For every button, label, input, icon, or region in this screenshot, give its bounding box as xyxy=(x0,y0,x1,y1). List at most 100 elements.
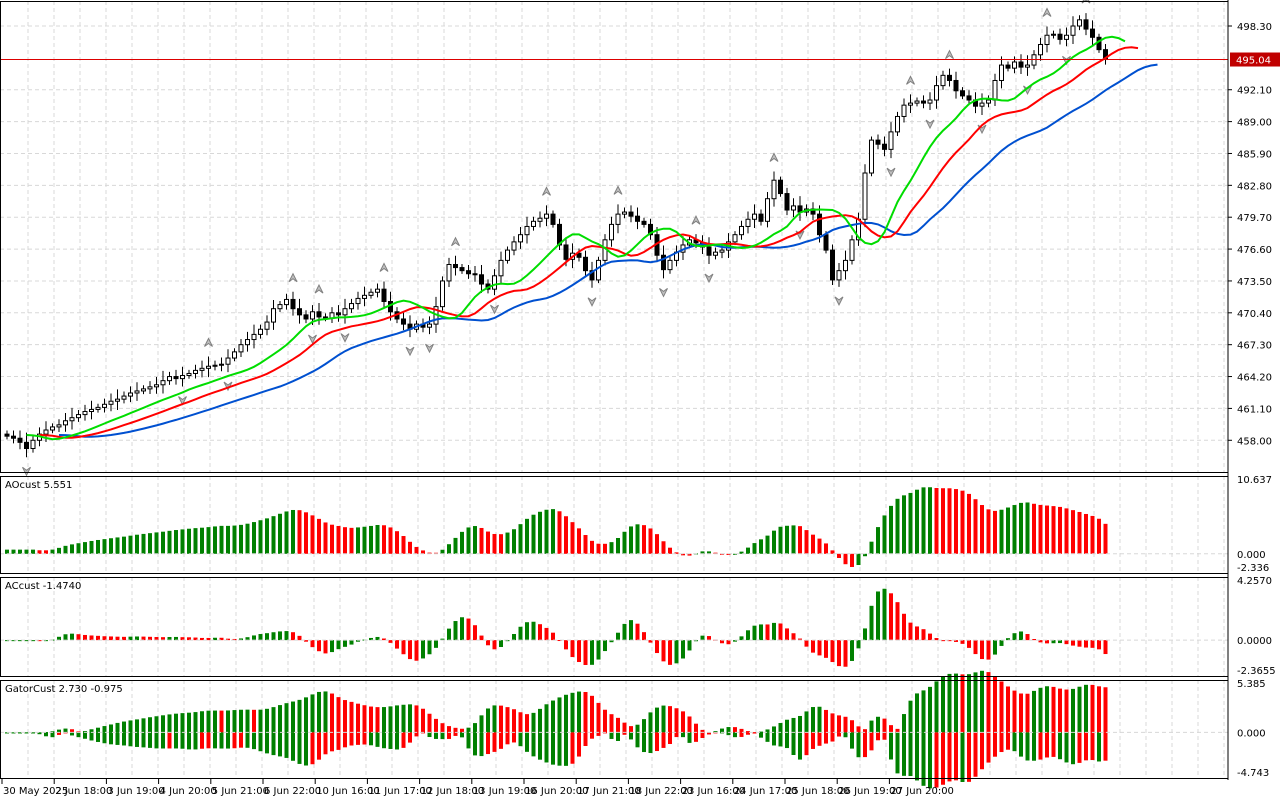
time-axis-label: 5 Jun 21:00 xyxy=(212,786,269,797)
candle-bullish xyxy=(128,392,133,397)
candle-bullish xyxy=(63,420,68,426)
gator-upper-bar xyxy=(960,674,965,733)
gator-upper-bar xyxy=(765,729,770,733)
ac-bar xyxy=(297,635,302,641)
ao-bar xyxy=(1058,506,1062,554)
gator-lower-bar xyxy=(629,732,633,740)
indicator-axis-label: -2.3655 xyxy=(1237,666,1276,677)
gator-lower-bar xyxy=(993,732,997,757)
ao-bar xyxy=(668,547,672,554)
time-axis-label: 23 Jun 16:00 xyxy=(682,786,746,797)
time-axis-label: 10 Jun 16:00 xyxy=(316,786,380,797)
candle-bullish xyxy=(167,376,172,382)
ao-bar xyxy=(128,535,133,554)
time-axis-label: 13 Jun 19:00 xyxy=(473,786,537,797)
candle-bullish xyxy=(1025,64,1030,68)
candle-bullish xyxy=(895,115,900,133)
ac-bar xyxy=(492,640,497,650)
gator-lower-bar xyxy=(1051,732,1056,757)
fractal-down-arrow-icon xyxy=(659,288,668,298)
candle-bullish xyxy=(732,234,738,243)
ao-bar xyxy=(882,515,887,554)
candle-bearish xyxy=(11,435,16,439)
gator-lower-bar xyxy=(798,732,802,760)
gator-lower-bar xyxy=(694,732,698,742)
gator-upper-bar xyxy=(297,699,302,733)
gator-upper-bar xyxy=(408,704,412,733)
fractal-up-arrow-icon xyxy=(204,337,213,347)
ao-bar xyxy=(739,551,744,554)
fractal-up-arrow-icon xyxy=(945,49,954,60)
gator-lower-bar xyxy=(1097,732,1101,762)
candle-bullish xyxy=(524,225,530,236)
gator-lower-bar xyxy=(570,732,575,764)
ac-bar xyxy=(765,624,770,641)
ao-bar xyxy=(388,527,393,554)
time-axis-label: 26 Jun 19:00 xyxy=(838,786,902,797)
ao-bar xyxy=(544,509,549,554)
candle-bearish xyxy=(453,263,458,269)
gator-upper-bar xyxy=(76,731,81,733)
ao-bar xyxy=(785,525,789,554)
candle-bullish xyxy=(76,414,81,419)
candle-bullish xyxy=(284,298,289,306)
ac-bar xyxy=(915,626,919,641)
ao-bar xyxy=(96,539,100,554)
gator-lower-bar xyxy=(89,732,94,741)
ao-bar xyxy=(310,515,315,554)
gator-lower-bar xyxy=(700,732,705,738)
gator-lower-bar xyxy=(200,732,204,749)
gator-upper-bar xyxy=(577,691,581,733)
ac-bar xyxy=(304,640,308,642)
ao-bar xyxy=(343,527,347,554)
price-axis-label: 470.40 xyxy=(1237,309,1272,320)
ac-bar xyxy=(57,636,61,641)
gator-upper-bar xyxy=(115,722,120,733)
gator-lower-bar xyxy=(349,732,354,746)
ac-bar xyxy=(739,636,744,641)
gator-lower-bar xyxy=(616,732,620,741)
gator-lower-bar xyxy=(434,732,438,739)
panel-frame xyxy=(0,1,1229,473)
ac-bar xyxy=(856,640,861,649)
ac-bar xyxy=(525,622,529,641)
time-axis-label: 17 Jun 21:00 xyxy=(577,786,641,797)
ac-bar xyxy=(460,617,464,641)
ac-bar xyxy=(869,605,874,641)
candle-bullish xyxy=(596,259,601,281)
ac-bar xyxy=(167,637,172,641)
indicator-title: GatorCust 2.730 -0.975 xyxy=(5,684,123,695)
gator-lower-bar xyxy=(83,732,87,739)
ao-bar xyxy=(538,511,542,554)
ao-bar xyxy=(180,529,185,554)
gator-lower-bar xyxy=(161,732,165,749)
ac-bar xyxy=(661,640,666,662)
gator-lower-bar xyxy=(954,732,958,781)
gator-lower-bar xyxy=(213,732,217,749)
ao-bar xyxy=(401,536,406,554)
time-axis-label: 24 Jun 17:00 xyxy=(734,786,798,797)
fractal-up-arrow-icon xyxy=(906,75,915,85)
gator-upper-bar xyxy=(661,705,666,733)
gator-lower-bar xyxy=(882,732,887,740)
candle-bullish xyxy=(752,213,757,220)
gator-upper-bar xyxy=(83,731,87,733)
candle-bearish xyxy=(1090,28,1095,38)
price-axis-label: 485.90 xyxy=(1237,149,1272,160)
gator-upper-bar xyxy=(388,706,393,733)
ac-bar xyxy=(200,637,204,641)
ac-bar xyxy=(863,628,867,641)
ao-bar xyxy=(31,549,35,554)
candle-bullish xyxy=(251,333,257,341)
ao-bar xyxy=(1032,503,1036,554)
candle-bearish xyxy=(316,311,322,318)
ac-bar xyxy=(1084,640,1088,648)
ao-bar xyxy=(356,527,360,554)
indicator-title: AOcust 5.551 xyxy=(5,480,72,491)
ac-bar xyxy=(648,640,653,643)
candle-bearish xyxy=(947,74,952,81)
candle-bullish xyxy=(622,211,627,215)
indicator-axis-label: 4.2570 xyxy=(1237,576,1272,587)
gator-upper-bar xyxy=(427,713,432,733)
